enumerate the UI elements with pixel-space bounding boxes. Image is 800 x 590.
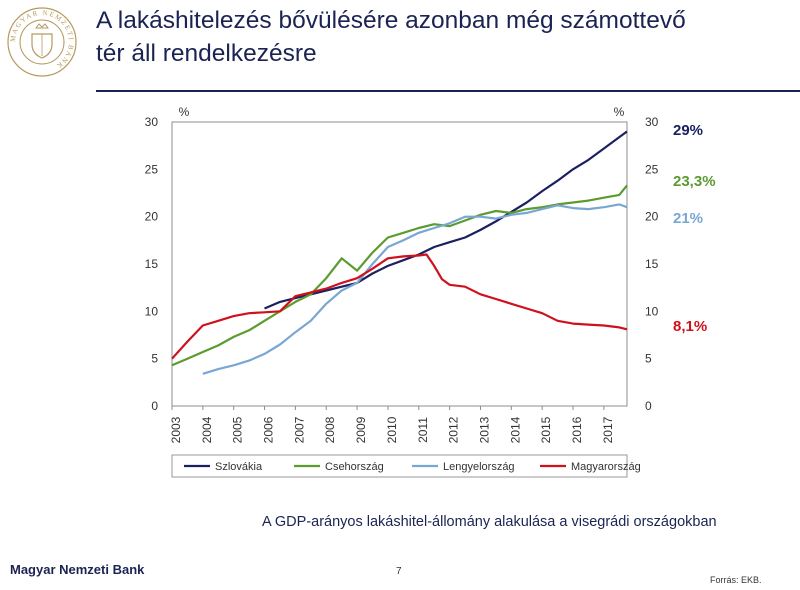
x-tick-label: 2013: [477, 416, 491, 443]
y-tick-right: 5: [645, 352, 652, 366]
page-number: 7: [396, 566, 402, 577]
title-divider: [96, 90, 800, 92]
series-end-label: 23,3%: [673, 173, 716, 190]
x-tick-label: 2005: [231, 416, 245, 443]
page-title-line-2: tér áll rendelkezésre: [96, 40, 317, 67]
x-tick-label: 2016: [570, 416, 584, 443]
x-tick-label: 2010: [385, 416, 399, 443]
mnb-seal-icon: MAGYAR NEMZETI BANK: [7, 7, 77, 77]
y-tick-left: 30: [145, 115, 159, 129]
y-tick-right: 25: [645, 162, 659, 176]
series-end-label: 29%: [673, 122, 703, 139]
x-tick-label: 2012: [447, 416, 461, 443]
plot-area: [171, 121, 628, 407]
y-tick-left: 0: [151, 399, 158, 413]
chart-legend: [171, 454, 628, 478]
y-tick-right: 15: [645, 257, 659, 271]
series-line: [202, 203, 628, 375]
legend-label: Szlovákia: [215, 461, 263, 473]
line-chart: 0 0 5 5 10 10 15 15 20 20 25 25 30 30% % 2003 2004 2005 20…: [145, 105, 716, 478]
series-line: [171, 184, 628, 367]
y-tick-left: 20: [145, 210, 159, 224]
x-tick-label: 2006: [262, 416, 276, 443]
footer-bank-name: Magyar Nemzeti Bank: [10, 562, 145, 577]
source-note: Forrás: EKB.: [710, 575, 762, 585]
x-tick-label: 2009: [354, 416, 368, 443]
y-tick-right: 10: [645, 304, 659, 318]
x-tick-label: 2015: [539, 416, 553, 443]
legend-label: Magyarország: [571, 461, 641, 473]
y-tick-left: 10: [145, 304, 159, 318]
series-end-label: 8,1%: [673, 318, 707, 335]
y-unit-left: %: [179, 105, 190, 119]
x-tick-label: 2008: [323, 416, 337, 443]
x-tick-label: 2014: [508, 416, 522, 443]
y-tick-right: 0: [645, 399, 652, 413]
series-end-label: 21%: [673, 210, 703, 227]
series-line: [171, 253, 628, 360]
y-tick-left: 5: [151, 352, 158, 366]
page-title-line-1: A lakáshitelezés bővülésére azonban még …: [96, 7, 686, 34]
series-line: [264, 130, 628, 310]
y-tick-left: 15: [145, 257, 159, 271]
x-tick-label: 2003: [169, 416, 183, 443]
y-unit-right: %: [614, 105, 625, 119]
y-tick-right: 20: [645, 210, 659, 224]
legend-label: Lengyelország: [443, 461, 515, 473]
legend-label: Csehország: [325, 461, 384, 473]
x-tick-label: 2007: [292, 416, 306, 443]
x-tick-label: 2011: [416, 417, 430, 443]
chart-caption: A GDP-arányos lakáshitel-állomány alakul…: [262, 514, 717, 530]
x-tick-label: 2004: [200, 416, 214, 443]
y-tick-right: 30: [645, 115, 659, 129]
y-tick-left: 25: [145, 162, 159, 176]
page-title: A lakáshitelezés bővülésére azonban még …: [96, 4, 786, 70]
x-tick-label: 2017: [601, 416, 615, 443]
